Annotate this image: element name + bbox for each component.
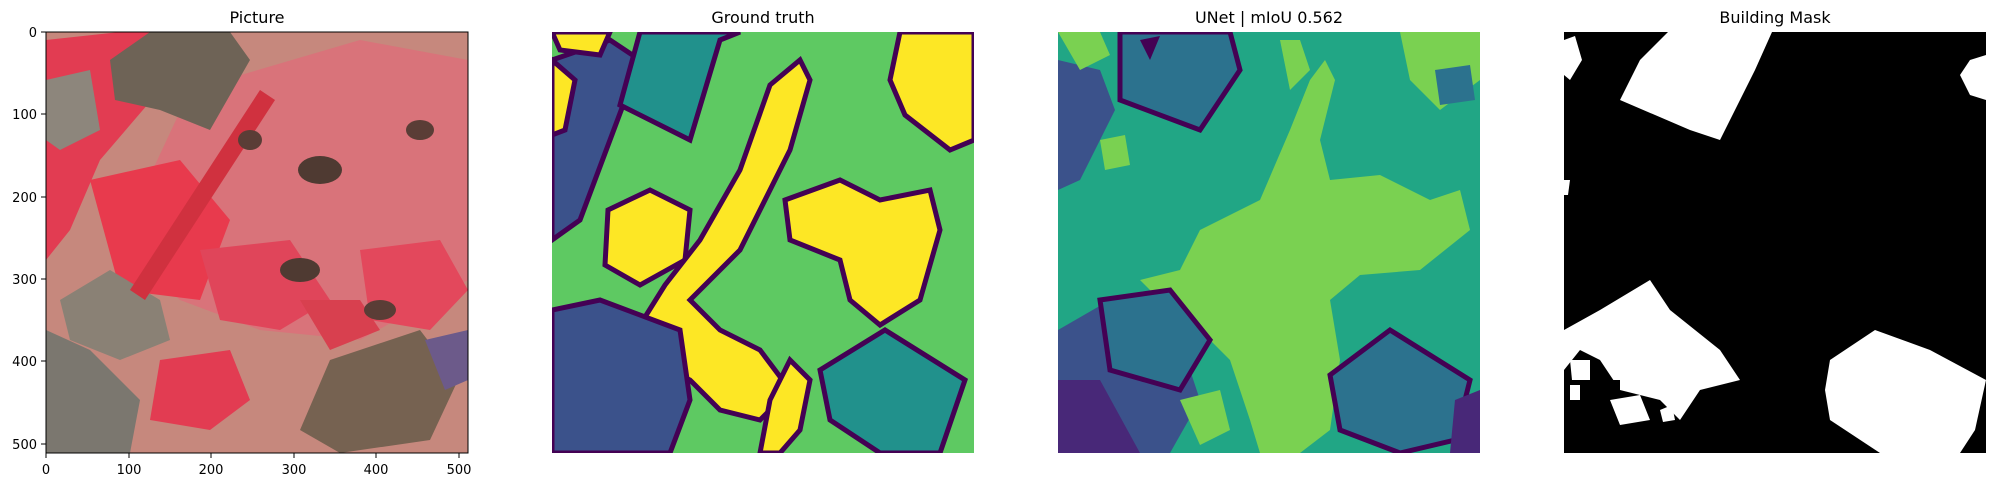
y-tick-label: 0 (29, 26, 37, 41)
y-tick-label: 400 (12, 355, 37, 370)
y-tick-label: 500 (12, 438, 37, 453)
picture-y-axis: 0 100 200 300 400 500 (12, 26, 46, 453)
x-tick-label: 500 (447, 463, 472, 478)
x-tick-label: 100 (117, 463, 142, 478)
picture-axes-frame (45, 31, 469, 454)
ground-truth-image (552, 32, 974, 453)
x-tick-label: 400 (364, 463, 389, 478)
unet-prediction-image (1058, 32, 1480, 453)
x-tick-label: 200 (199, 463, 224, 478)
y-tick-label: 300 (12, 273, 37, 288)
x-tick-label: 300 (282, 463, 307, 478)
building-mask-image (1564, 32, 1986, 453)
y-tick-label: 100 (12, 108, 37, 123)
picture-x-axis: 0 100 200 300 400 500 (42, 453, 472, 478)
x-tick-label: 0 (42, 463, 50, 478)
panel-title-unet: UNet | mIoU 0.562 (1195, 8, 1343, 27)
panel-title-building-mask: Building Mask (1719, 8, 1831, 27)
y-tick-label: 200 (12, 191, 37, 206)
picture-image (46, 32, 468, 453)
panel-title-picture: Picture (229, 8, 284, 27)
panel-title-ground-truth: Ground truth (711, 8, 814, 27)
